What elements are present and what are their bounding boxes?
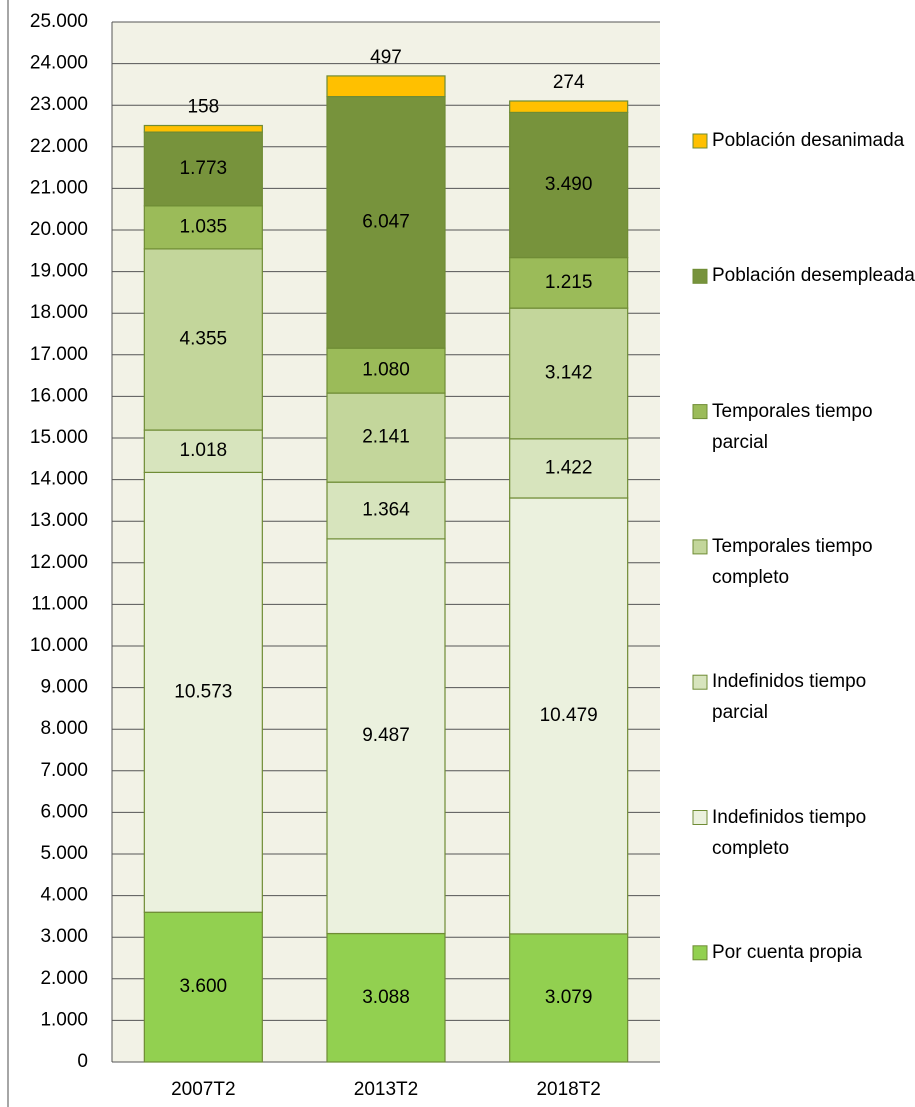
y-tick-label: 4.000 — [40, 885, 88, 906]
y-tick-label: 22.000 — [30, 136, 88, 157]
data-label: 1.773 — [180, 158, 228, 179]
bar-segment — [509, 100, 629, 113]
bar-segment — [143, 429, 263, 474]
data-label: 1.364 — [362, 500, 410, 521]
data-label: 1.018 — [180, 440, 228, 461]
y-tick-label: 5.000 — [40, 843, 88, 864]
legend-label: Temporales tiempo completo — [712, 535, 873, 588]
bar-segment — [143, 124, 263, 133]
y-tick-label: 10.000 — [30, 635, 88, 656]
data-label: 4.355 — [180, 328, 228, 349]
y-tick-label: 13.000 — [30, 510, 88, 531]
bar-segment — [143, 248, 263, 431]
bar-segment — [326, 538, 446, 935]
bar-segment — [326, 95, 446, 349]
bar-segment — [143, 205, 263, 250]
data-label: 3.079 — [545, 987, 593, 1008]
bar-segment — [143, 131, 263, 207]
y-tick-label: 6.000 — [40, 801, 88, 822]
x-tick-label: 2018T2 — [536, 1079, 600, 1100]
y-tick-label: 18.000 — [30, 302, 88, 323]
y-tick-label: 2.000 — [40, 968, 88, 989]
legend-swatch — [692, 268, 708, 284]
y-tick-label: 19.000 — [30, 261, 88, 282]
bar-segment — [143, 471, 263, 913]
bar-segment — [509, 933, 629, 1063]
y-tick-label: 8.000 — [40, 718, 88, 739]
data-label: 10.573 — [174, 681, 232, 702]
x-tick-label: 2007T2 — [171, 1079, 235, 1100]
legend-swatch — [692, 133, 708, 149]
data-label: 3.142 — [545, 362, 593, 383]
bar-segment — [509, 307, 629, 440]
y-tick-label: 14.000 — [30, 469, 88, 490]
legend-label: Por cuenta propia — [712, 941, 862, 963]
bar-segment — [509, 111, 629, 259]
legend-label: Indefinidos tiempo completo — [712, 806, 867, 859]
y-tick-label: 7.000 — [40, 760, 88, 781]
y-tick-label: 3.000 — [40, 926, 88, 947]
y-tick-label: 15.000 — [30, 427, 88, 448]
bar-segment — [509, 497, 629, 935]
data-label: 158 — [187, 97, 219, 118]
legend-swatch — [692, 404, 708, 420]
legend-label: Indefinidos tiempo parcial — [712, 671, 867, 724]
data-label: 497 — [370, 47, 402, 68]
x-tick-label: 2013T2 — [354, 1079, 418, 1100]
legend-label: Población desanimada — [712, 130, 905, 151]
bar-segment — [326, 75, 446, 98]
y-tick-label: 9.000 — [40, 677, 88, 698]
data-label: 6.047 — [362, 211, 410, 232]
legend-swatch — [692, 810, 708, 825]
y-tick-label: 12.000 — [30, 552, 88, 573]
y-tick-label: 23.000 — [30, 94, 88, 115]
bar-segment — [143, 911, 263, 1063]
data-label: 274 — [553, 72, 585, 93]
data-label: 3.490 — [545, 174, 593, 195]
data-label: 9.487 — [362, 725, 410, 746]
y-tick-label: 16.000 — [30, 385, 88, 406]
bar-segment — [326, 392, 446, 483]
y-tick-label: 21.000 — [30, 177, 88, 198]
legend-swatch — [692, 539, 708, 555]
legend-swatch — [692, 674, 708, 690]
y-tick-label: 1.000 — [40, 1009, 88, 1030]
data-label: 10.479 — [540, 705, 598, 726]
data-label: 2.141 — [362, 427, 410, 448]
data-label: 1.035 — [180, 216, 228, 237]
y-tick-label: 17.000 — [30, 344, 88, 365]
data-label: 3.600 — [180, 976, 228, 997]
legend-label: Población desempleada — [712, 265, 915, 287]
data-label: 3.088 — [362, 987, 410, 1008]
y-tick-label: 0 — [77, 1051, 88, 1072]
legend-swatch — [692, 945, 708, 961]
y-tick-label: 24.000 — [30, 53, 88, 74]
y-tick-label: 11.000 — [31, 593, 88, 614]
bar-segment — [509, 438, 629, 499]
data-label: 1.215 — [545, 272, 593, 293]
y-tick-label: 20.000 — [30, 219, 88, 240]
data-label: 1.422 — [545, 457, 593, 478]
legend-label: Temporales tiempo parcial — [712, 400, 873, 453]
y-tick-label: 25.000 — [30, 11, 88, 32]
data-label: 1.080 — [362, 360, 410, 381]
